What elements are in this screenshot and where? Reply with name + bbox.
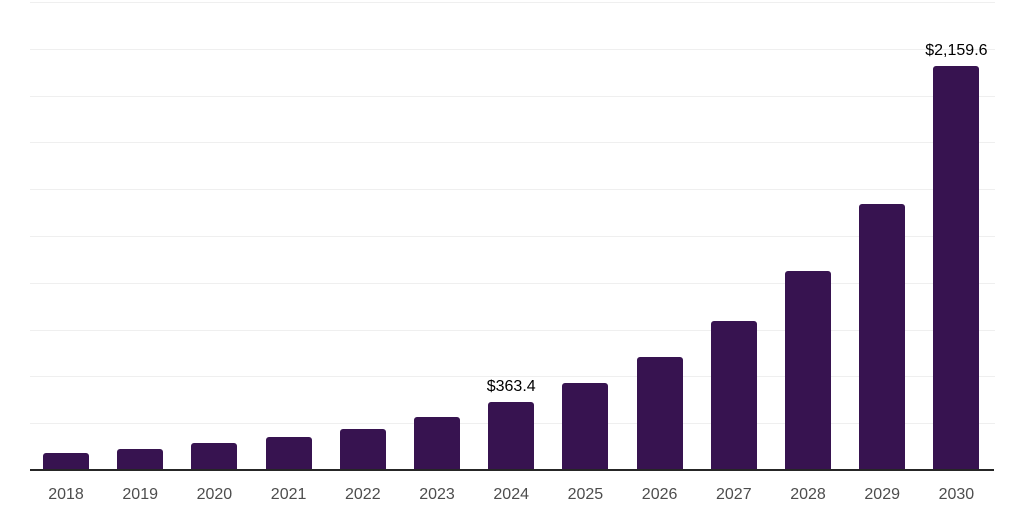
bar-2024: [488, 401, 535, 470]
bar-2026: [636, 356, 683, 470]
value-label-2030: $2,159.6: [925, 41, 988, 59]
x-tick-2023: 2023: [419, 486, 455, 503]
gridline-500: [30, 376, 995, 378]
x-tick-2028: 2028: [790, 486, 826, 503]
x-tick-2027: 2027: [716, 486, 752, 503]
x-tick-2018: 2018: [48, 486, 84, 503]
bar-2029: [859, 203, 906, 470]
bar-2018: [43, 452, 89, 470]
gridline-2000: [30, 95, 995, 97]
x-tick-2022: 2022: [345, 486, 381, 503]
x-tick-2021: 2021: [270, 486, 307, 503]
bar-2020: [191, 443, 238, 470]
gridline-2250: [30, 48, 995, 50]
gridline-1000: [30, 282, 995, 284]
bar-2019: [117, 449, 164, 470]
bar-2030: [933, 65, 980, 470]
x-tick-2020: 2020: [196, 486, 233, 503]
x-tick-2024: 2024: [493, 486, 529, 503]
x-tick-2030: 2030: [938, 486, 975, 503]
bar-2027: [710, 320, 757, 470]
bar-2028: [785, 271, 831, 470]
x-tick-2025: 2025: [567, 486, 604, 503]
x-axis-line: [30, 469, 994, 471]
x-tick-2029: 2029: [864, 486, 900, 503]
x-tick-2026: 2026: [641, 486, 678, 503]
gridline-750: [30, 329, 995, 331]
gridline-2500: [30, 2, 995, 3]
value-label-2024: $363.4: [486, 377, 536, 395]
gridline-1500: [30, 189, 995, 191]
gridline-1250: [30, 236, 995, 237]
bar-2025: [562, 382, 609, 470]
gridline-1750: [30, 142, 995, 144]
bar-2022: [339, 429, 386, 470]
bar-2023: [414, 417, 460, 470]
bar-2021: [265, 437, 312, 470]
x-tick-2019: 2019: [122, 486, 158, 503]
